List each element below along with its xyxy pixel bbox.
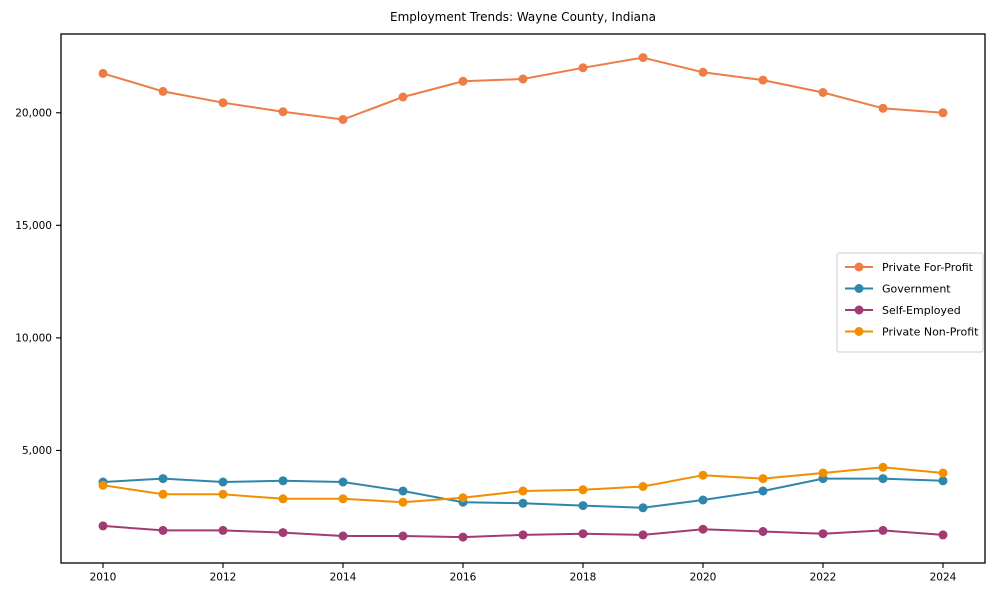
data-point-private-for-profit — [578, 63, 588, 73]
data-point-private-for-profit — [518, 74, 528, 84]
data-point-self-employed — [278, 528, 288, 538]
data-point-private-non-profit — [398, 497, 408, 507]
data-point-self-employed — [458, 532, 468, 542]
x-axis-tick-label: 2014 — [330, 572, 357, 584]
data-point-private-non-profit — [338, 494, 348, 504]
data-point-government — [758, 486, 768, 496]
data-point-self-employed — [698, 524, 708, 534]
data-point-self-employed — [338, 531, 348, 541]
data-point-self-employed — [398, 531, 408, 541]
data-point-private-non-profit — [98, 480, 108, 490]
data-point-government — [218, 477, 228, 487]
data-point-government — [398, 486, 408, 496]
data-point-government — [698, 495, 708, 505]
data-point-self-employed — [98, 521, 108, 531]
legend-label-private-non-profit: Private Non-Profit — [882, 325, 979, 338]
legend-box — [836, 252, 984, 353]
data-point-private-for-profit — [878, 103, 888, 113]
legend-marker-private-non-profit — [854, 327, 864, 336]
legend-marker-government — [854, 284, 864, 293]
data-point-private-for-profit — [698, 67, 708, 77]
x-axis-tick-label: 2016 — [450, 572, 477, 584]
data-point-self-employed — [578, 529, 588, 539]
data-point-private-for-profit — [818, 88, 828, 97]
data-point-self-employed — [878, 525, 888, 535]
data-point-self-employed — [518, 530, 528, 540]
x-axis-tick-label: 2020 — [690, 572, 717, 584]
x-axis-tick-label: 2012 — [210, 572, 237, 584]
data-point-government — [338, 477, 348, 487]
data-point-private-for-profit — [938, 108, 948, 118]
data-point-private-non-profit — [878, 462, 888, 472]
data-point-private-for-profit — [398, 92, 408, 102]
data-point-government — [158, 474, 168, 484]
series-line-private-non-profit — [102, 466, 944, 504]
data-point-government — [578, 501, 588, 511]
legend-label-self-employed: Self-Employed — [882, 304, 961, 317]
y-axis-tick-label: 10,000 — [15, 333, 52, 345]
y-axis-tick-label: 20,000 — [15, 108, 52, 120]
plot-frame — [60, 33, 986, 564]
legend-label-government: Government — [882, 282, 951, 295]
x-axis-tick-label: 2018 — [570, 572, 597, 584]
data-point-private-non-profit — [518, 486, 528, 496]
data-point-government — [938, 476, 948, 486]
data-point-self-employed — [158, 525, 168, 535]
data-point-private-non-profit — [938, 468, 948, 478]
data-point-private-non-profit — [578, 485, 588, 495]
legend-marker-self-employed — [854, 305, 864, 315]
data-point-self-employed — [758, 527, 768, 536]
data-point-government — [518, 498, 528, 508]
data-point-private-non-profit — [158, 489, 168, 499]
data-point-private-for-profit — [158, 86, 168, 96]
data-point-self-employed — [818, 529, 828, 539]
data-point-private-for-profit — [638, 53, 648, 63]
series-line-private-for-profit — [102, 56, 944, 121]
data-point-self-employed — [638, 530, 648, 540]
data-point-private-non-profit — [758, 474, 768, 484]
y-axis-tick-label: 5,000 — [22, 445, 52, 457]
x-axis-tick-label: 2024 — [930, 572, 957, 584]
data-point-government — [878, 474, 888, 484]
data-point-private-for-profit — [758, 75, 768, 85]
legend-marker-private-for-profit — [854, 262, 864, 272]
data-point-private-non-profit — [638, 482, 648, 491]
data-point-self-employed — [938, 530, 948, 540]
chart-title: Employment Trends: Wayne County, Indiana — [390, 10, 656, 24]
data-point-government — [638, 503, 648, 513]
data-point-private-for-profit — [218, 98, 228, 108]
data-point-private-non-profit — [698, 470, 708, 480]
data-point-self-employed — [218, 525, 228, 535]
x-axis-tick-label: 2010 — [90, 572, 117, 584]
data-point-private-for-profit — [278, 107, 288, 117]
data-point-private-for-profit — [98, 68, 108, 78]
y-axis-tick-label: 15,000 — [15, 220, 52, 232]
data-point-private-for-profit — [338, 115, 348, 124]
data-point-private-non-profit — [818, 468, 828, 478]
data-point-private-non-profit — [218, 489, 228, 499]
data-point-private-non-profit — [458, 493, 468, 503]
data-point-private-for-profit — [458, 76, 468, 86]
data-point-government — [278, 476, 288, 486]
x-axis-tick-label: 2022 — [810, 572, 837, 584]
legend-label-private-for-profit: Private For-Profit — [882, 261, 974, 274]
data-point-private-non-profit — [278, 494, 288, 504]
